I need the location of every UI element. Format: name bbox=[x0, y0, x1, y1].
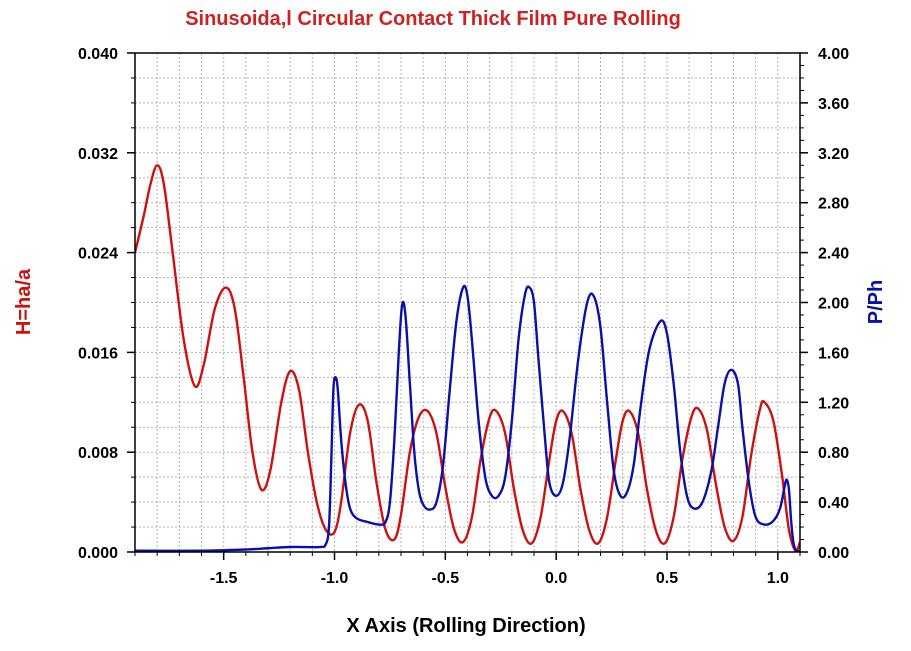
y-right-tick-label: 0.40 bbox=[818, 495, 849, 512]
x-tick-label: 1.0 bbox=[767, 570, 789, 587]
y-left-tick-label: 0.032 bbox=[78, 146, 118, 163]
y-right-tick-label: 1.20 bbox=[818, 395, 849, 412]
x-tick-label: 0.5 bbox=[656, 570, 678, 587]
pressure-line bbox=[135, 284, 800, 552]
series-layer bbox=[135, 164, 800, 552]
x-tick-label: -1.5 bbox=[210, 570, 238, 587]
y-left-tick-label: 0.040 bbox=[78, 46, 118, 63]
axes bbox=[127, 52, 808, 560]
tick-labels: -1.5 -1.0 -0.5 0.0 0.5 1.0 0.000 0.008 0.016 0.02… bbox=[78, 46, 849, 587]
x-axis-title: X Axis (Rolling Direction) bbox=[346, 615, 585, 637]
y-right-tick-label: 2.40 bbox=[818, 246, 849, 263]
y-axis-left-title: H=ha/a bbox=[13, 268, 35, 335]
y-right-tick-label: 0.00 bbox=[818, 545, 849, 562]
y-right-tick-label: 4.00 bbox=[818, 46, 849, 63]
y-right-tick-label: 2.80 bbox=[818, 196, 849, 213]
y-right-tick-label: 2.00 bbox=[818, 296, 849, 313]
chart-title: Sinusoida,l Circular Contact Thick Film … bbox=[185, 8, 681, 30]
y-left-tick-label: 0.000 bbox=[78, 545, 118, 562]
y-axis-right-title: P/Ph bbox=[865, 280, 887, 324]
film-thickness-line bbox=[135, 164, 800, 552]
y-left-tick-label: 0.016 bbox=[78, 345, 118, 362]
y-right-tick-label: 0.80 bbox=[818, 445, 849, 462]
y-left-tick-label: 0.008 bbox=[78, 445, 118, 462]
y-right-tick-label: 1.60 bbox=[818, 345, 849, 362]
y-right-tick-label: 3.20 bbox=[818, 146, 849, 163]
y-right-tick-label: 3.60 bbox=[818, 96, 849, 113]
x-tick-label: -1.0 bbox=[321, 570, 349, 587]
x-tick-label: -0.5 bbox=[432, 570, 460, 587]
x-tick-label: 0.0 bbox=[545, 570, 567, 587]
y-left-tick-label: 0.024 bbox=[78, 246, 118, 263]
